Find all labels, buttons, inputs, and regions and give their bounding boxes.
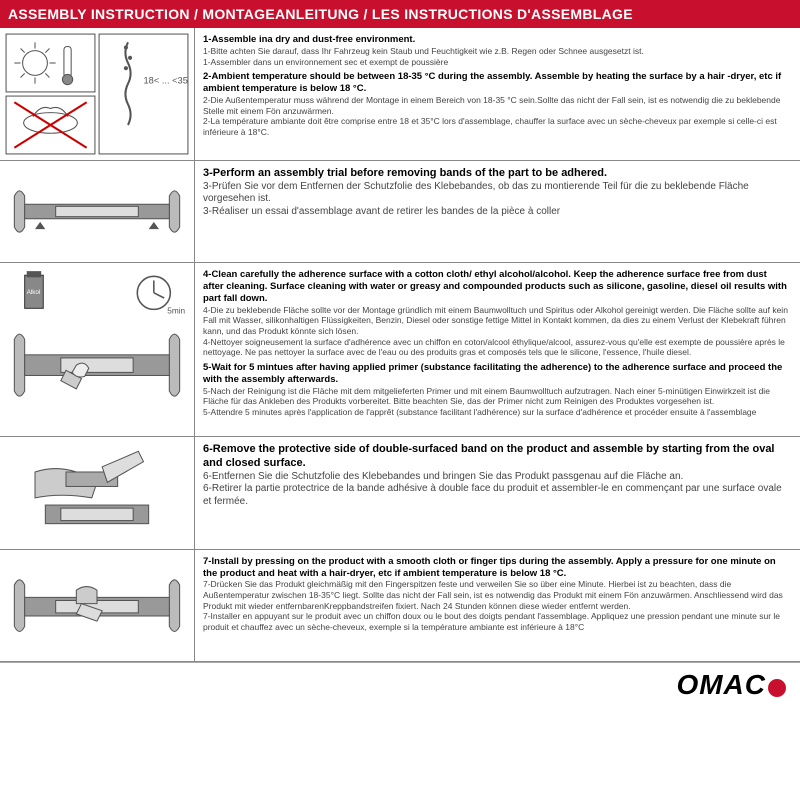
- instruction-row: 3-Perform an assembly trial before remov…: [0, 161, 800, 263]
- step-4-fr: 4-Nettoyer soigneusement la surface d'ad…: [203, 337, 790, 358]
- instruction-text: 7-Install by pressing on the product wit…: [195, 550, 800, 661]
- step-2-fr: 2-La température ambiante doit être comp…: [203, 116, 790, 137]
- step-5-en: 5-Wait for 5 mintues after having applie…: [203, 362, 790, 386]
- step-1-de: 1-Bitte achten Sie darauf, dass Ihr Fahr…: [203, 46, 790, 57]
- step-2-de: 2-Die Außentemperatur muss während der M…: [203, 95, 790, 116]
- step-6-de: 6-Entfernen Sie die Schutzfolie des Kleb…: [203, 471, 790, 484]
- step-2-en: 2-Ambient temperature should be between …: [203, 71, 790, 95]
- temp-label: 18< ... <35 C: [144, 76, 191, 86]
- step-1-fr: 1-Assembler dans un environnement sec et…: [203, 57, 790, 68]
- step-3-de: 3-Prüfen Sie vor dem Entfernen der Schut…: [203, 181, 790, 206]
- instruction-row: 7-Install by pressing on the product wit…: [0, 550, 800, 662]
- instruction-text: 1-Assemble ina dry and dust-free environ…: [195, 28, 800, 160]
- instruction-text: 6-Remove the protective side of double-s…: [195, 437, 800, 548]
- step-4-en: 4-Clean carefully the adherence surface …: [203, 269, 790, 305]
- instruction-row: 6-Remove the protective side of double-s…: [0, 437, 800, 549]
- svg-text:Alkol: Alkol: [27, 289, 40, 296]
- step-5-de: 5-Nach der Reinigung ist die Fläche mit …: [203, 386, 790, 407]
- illustration-5: [0, 550, 195, 661]
- svg-text:5min: 5min: [167, 306, 185, 315]
- illustration-3: Alkol 5min: [0, 263, 195, 436]
- step-7-fr: 7-Installer en appuyant sur le produit a…: [203, 611, 790, 632]
- instruction-text: 4-Clean carefully the adherence surface …: [195, 263, 800, 436]
- step-3-en: 3-Perform an assembly trial before remov…: [203, 167, 790, 181]
- step-4-de: 4-Die zu beklebende Fläche sollte vor de…: [203, 305, 790, 337]
- instruction-row: 18< ... <35 C 1-Assemble ina dry and dus…: [0, 28, 800, 161]
- instruction-row: Alkol 5min 4-Clean carefully the adheren…: [0, 263, 800, 437]
- logo-dot-icon: [768, 679, 786, 697]
- step-6-fr: 6-Retirer la partie protectrice de la ba…: [203, 483, 790, 508]
- footer: OMAC: [0, 663, 800, 705]
- step-1-en: 1-Assemble ina dry and dust-free environ…: [203, 34, 790, 46]
- illustration-4: [0, 437, 195, 548]
- step-5-fr: 5-Attendre 5 minutes après l'application…: [203, 407, 790, 418]
- illustration-2: [0, 161, 195, 262]
- header-title: ASSEMBLY INSTRUCTION / MONTAGEANLEITUNG …: [0, 0, 800, 28]
- step-7-de: 7-Drücken Sie das Produkt gleichmäßig mi…: [203, 579, 790, 611]
- step-3-fr: 3-Réaliser un essai d'assemblage avant d…: [203, 206, 790, 219]
- step-7-en: 7-Install by pressing on the product wit…: [203, 556, 790, 580]
- illustration-1: 18< ... <35 C: [0, 28, 195, 160]
- logo-text: OMAC: [676, 669, 766, 701]
- step-6-en: 6-Remove the protective side of double-s…: [203, 443, 790, 471]
- instruction-text: 3-Perform an assembly trial before remov…: [195, 161, 800, 262]
